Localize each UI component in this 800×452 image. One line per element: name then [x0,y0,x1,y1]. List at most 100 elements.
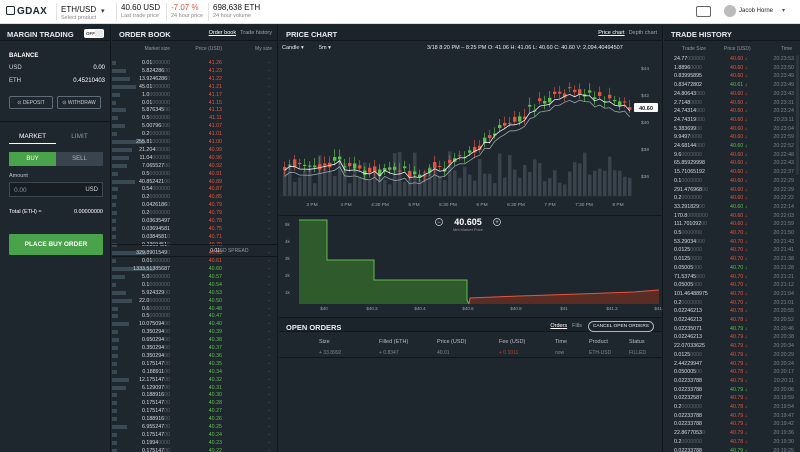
candlestick-chart[interactable]: $44 $42 $40 $38 $36 3 PM 4 PM 4:30 PM 5 PM 5:30 … [279,56,663,216]
ask-row[interactable]: 5.00796000 41.07- [112,123,278,129]
zoom-in-icon[interactable] [493,218,501,226]
volume-bar [553,170,557,196]
scrollbar[interactable] [796,55,799,175]
withdraw-button[interactable]: ⊙ WITHDRAW [57,96,101,109]
bid-price: 40.54 [208,281,222,288]
tab-depth-chart[interactable]: Depth chart [628,30,657,36]
trade-row: 0.20000000 40.60 ↓ 20:22:22 [674,195,794,202]
ask-row[interactable]: 255.81000000 41.00- [112,139,278,145]
ask-row[interactable]: 0.54000000 40.87- [112,186,278,192]
ask-row[interactable]: 21.20400000 40.99- [112,147,278,153]
ask-row[interactable]: 0.03845810 40.71- [112,234,278,240]
chart-type-select[interactable]: Candle ▾ [282,45,304,51]
bid-row[interactable]: 0.35029400 40.36- [112,353,278,359]
bid-row[interactable]: 0.35029400 40.39- [112,329,278,335]
bid-row[interactable]: 0.17514700 40.28- [112,400,278,406]
bid-size: 0.18891600 [142,416,170,423]
bid-row[interactable]: 0.18891600 40.26- [112,416,278,422]
bid-row[interactable]: 5.92432900 40.53- [112,290,278,296]
amount-input[interactable]: 0.00 USD [9,182,103,197]
ask-row[interactable]: 0.20000000 40.85- [112,194,278,200]
bid-row[interactable]: 0.17514700 40.35- [112,361,278,367]
ask-row[interactable]: 5.82428600 41.23- [112,68,278,74]
bid-row[interactable]: 10.07509400 40.40- [112,321,278,327]
bid-row[interactable]: 0.65029400 40.38- [112,337,278,343]
ask-row[interactable]: 45.01000000 41.21- [112,84,278,90]
bid-row[interactable]: 0.17514700 40.24- [112,432,278,438]
ask-row[interactable]: 1.00000000 41.17- [112,92,278,98]
ask-row[interactable]: 11.04000000 40.96- [112,155,278,161]
trade-row: 24.77000000 40.60 ↓ 20:23:53 [674,56,794,62]
ask-row[interactable]: 0.03694581 40.75- [112,226,278,232]
ask-row[interactable]: 0.20000000 40.79- [112,210,278,216]
ask-row[interactable]: 0.50000000 40.91- [112,171,278,177]
ask-row[interactable]: 0.01000000 40.61- [112,258,278,264]
depth-chart[interactable]: − + 40.605 Mid Market Price 5k 4k 3k 2k 1k $4… [279,216,663,316]
buy-button[interactable]: BUY [9,152,56,166]
ask-row[interactable]: 13.92462860 41.22- [112,76,278,82]
user-name[interactable]: Jacob Horne [739,8,774,14]
volume-bar [373,166,377,196]
trade-row: 24.80643000 40.60 ↓ 20:23:43 [674,90,794,97]
bid-row[interactable]: 0.18891600 40.30- [112,392,278,398]
sell-button[interactable]: SELL [56,152,103,166]
volume-bar [428,166,432,196]
ask-row[interactable]: 0.01000000 41.26- [112,60,278,66]
bid-size: 0.17514700 [142,447,170,452]
product-selector[interactable]: ETH/USD Select product ▾ [56,3,108,21]
volume-bar [608,156,612,196]
bid-row[interactable]: 0.17514700 40.27- [112,408,278,414]
ask-row[interactable]: 7.06552700 40.92- [112,163,278,169]
tab-price-chart[interactable]: Price chart [598,30,625,36]
x-tick: 8 PM [612,202,623,208]
bid-row[interactable]: 12.17514700 40.32- [112,377,278,383]
zoom-out-icon[interactable] [435,218,443,226]
interval-select[interactable]: 5m ▾ [319,45,331,51]
candle [558,91,562,94]
bid-row[interactable]: 0.50000000 40.47- [112,313,278,319]
mid-market-label: Mid Market Price [453,227,484,232]
deposit-button[interactable]: ⊙ DEPOSIT [9,96,53,109]
bid-row[interactable]: 6.12909700 40.31- [112,385,278,391]
tab-order-book[interactable]: Order book [208,30,237,36]
trade-row: 0.02246213 40.78 ↓ 20:20:52 [674,317,794,323]
ask-row[interactable]: 5.87634500 41.13- [112,107,278,113]
bid-row[interactable]: 0.60000000 40.48- [112,306,278,312]
margin-toggle[interactable]: OFF [84,29,104,38]
ask-row[interactable]: 0.50000000 41.11- [112,115,278,121]
place-buy-order-button[interactable]: PLACE BUY ORDER [9,234,103,255]
gdax-logo[interactable]: GDAX [6,6,47,17]
tab-market[interactable]: MARKET [18,133,47,140]
bid-row[interactable]: 0.17514700 40.22- [112,448,278,452]
ask-row[interactable]: 0.20000000 41.01- [112,131,278,137]
candle [448,159,452,163]
cancel-open-orders-button[interactable]: CANCEL OPEN ORDERS [587,321,654,332]
bid-row[interactable]: 5.00000000 40.57- [112,274,278,280]
tab-orders[interactable]: Orders [550,323,568,329]
tab-limit[interactable]: LIMIT [71,133,88,140]
bid-row[interactable]: 0.10000000 40.54- [112,282,278,288]
avatar[interactable] [724,5,736,17]
trade-row: 22.86770530 40.79 ↓ 20:19:36 [674,430,794,437]
tab-fills[interactable]: Fills [572,323,582,329]
bid-row[interactable]: 22.00000000 40.50- [112,298,278,304]
ask-row[interactable]: 0.04261860 40.79- [112,202,278,208]
chat-icon[interactable] [696,6,711,17]
bid-row[interactable]: 0.18891100 40.34- [112,369,278,375]
trade-row: 1.88960000 40.60 ↓ 20:23:50 [674,64,794,71]
ask-row[interactable]: 0.01000000 41.15- [112,100,278,106]
bid-row[interactable]: 6.95524700 40.25- [112,424,278,430]
chevron-down-icon[interactable]: ▾ [782,8,786,14]
bid-row[interactable]: 0.19940000 40.23- [112,440,278,446]
ask-row[interactable]: 40.85242100 40.89- [112,179,278,185]
tab-trade-history[interactable]: Trade history [240,30,272,36]
x-tick: 3 PM [306,202,317,208]
ask-row[interactable]: 0.03635497 40.78- [112,218,278,224]
volume-bar [353,168,357,196]
ask-row[interactable]: 329.89015490 40.63- [112,250,278,256]
trade-row: 0.10000000 40.60 ↓ 20:22:29 [674,177,794,184]
volume-bar [293,181,297,196]
depth-x-tick: $41.4 [654,306,663,311]
bid-row[interactable]: 1333.51385687 40.60- [112,266,278,272]
bid-row[interactable]: 0.35029400 40.37- [112,345,278,351]
